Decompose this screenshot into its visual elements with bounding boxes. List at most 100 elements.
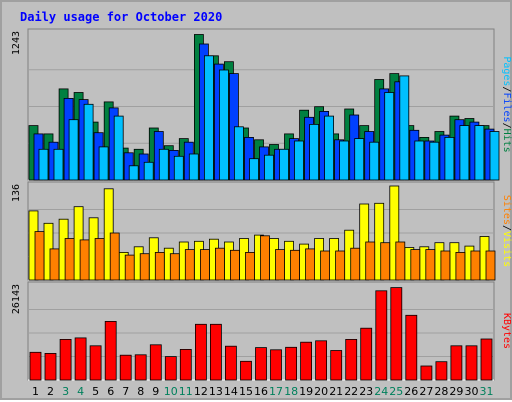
bar-pages-day-30	[474, 125, 485, 181]
legend-sites: Sites	[501, 195, 512, 225]
bar-sites-day-17	[275, 249, 285, 281]
bar-kbytes-day-20	[315, 340, 328, 381]
bar-kbytes-day-19	[300, 341, 313, 381]
bar-pages-day-11	[188, 153, 199, 181]
legend-separator: /	[501, 225, 512, 231]
bar-pages-day-14	[233, 126, 244, 181]
bar-sites-day-15	[245, 251, 255, 281]
bar-sites-day-16	[260, 235, 270, 281]
x-tick-label-day-18: 18	[284, 385, 298, 398]
bar-kbytes-day-24	[375, 290, 388, 381]
bar-kbytes-day-10	[164, 356, 177, 381]
bar-pages-day-15	[249, 158, 259, 181]
bar-sites-day-20	[320, 250, 331, 281]
x-tick-label-day-25: 25	[389, 385, 403, 398]
bar-pages-day-10	[173, 155, 184, 181]
x-tick-label-day-26: 26	[404, 385, 418, 398]
bar-sites-day-6	[109, 232, 120, 281]
bar-sites-day-2	[49, 248, 60, 281]
bar-pages-day-27	[429, 141, 440, 181]
bar-kbytes-day-23	[360, 327, 373, 381]
x-tick-label-day-28: 28	[434, 385, 448, 398]
x-tick-label-day-31: 31	[480, 385, 494, 398]
bar-kbytes-day-15	[240, 360, 252, 381]
bar-pages-day-20	[324, 115, 335, 181]
legend-pages: Pages	[501, 56, 512, 86]
bar-sites-day-18	[290, 249, 300, 281]
bar-visits-day-25	[389, 185, 400, 281]
bar-pages-day-16	[264, 154, 274, 181]
bar-kbytes-day-9	[149, 344, 162, 381]
x-tick-label-day-23: 23	[359, 385, 373, 398]
bar-pages-day-29	[459, 125, 470, 181]
x-tick-label-day-6: 6	[107, 385, 114, 398]
bar-pages-day-5	[98, 146, 109, 181]
x-tick-label-day-16: 16	[254, 385, 268, 398]
x-tick-label-day-24: 24	[374, 385, 388, 398]
bar-kbytes-day-22	[345, 338, 358, 381]
x-tick-label-day-8: 8	[137, 385, 144, 398]
bar-kbytes-day-7	[119, 354, 132, 381]
y-max-label: 1243	[11, 31, 22, 55]
bar-kbytes-day-11	[179, 348, 192, 381]
bar-sites-day-27	[425, 249, 436, 281]
x-tick-label-day-12: 12	[194, 385, 208, 398]
bar-sites-day-22	[350, 247, 361, 281]
bar-kbytes-day-17	[270, 349, 282, 381]
bar-pages-day-7	[128, 165, 139, 181]
bar-pages-day-18	[294, 140, 304, 181]
legend-files: Files	[501, 92, 512, 122]
bar-kbytes-day-16	[255, 347, 267, 381]
bar-sites-day-5	[94, 238, 105, 281]
bar-pages-day-28	[444, 136, 455, 181]
bar-pages-day-21	[339, 140, 350, 181]
bar-sites-day-19	[305, 248, 316, 281]
x-tick-label-day-17: 17	[269, 385, 283, 398]
x-tick-label-day-27: 27	[419, 385, 433, 398]
bar-pages-day-3	[68, 119, 79, 181]
bar-pages-day-2	[53, 148, 64, 181]
bar-sites-day-7	[124, 254, 135, 281]
x-tick-label-day-21: 21	[329, 385, 343, 398]
legend-separator: /	[501, 86, 512, 92]
bar-sites-day-13	[214, 247, 225, 281]
bar-kbytes-day-30	[465, 345, 478, 381]
bar-pages-day-23	[369, 141, 380, 181]
x-tick-label-day-14: 14	[224, 385, 238, 398]
bar-sites-day-23	[365, 241, 376, 281]
bar-kbytes-day-12	[194, 323, 207, 381]
bar-kbytes-day-13	[209, 323, 222, 381]
legend-hits: Hits	[501, 129, 512, 153]
legend-kbytes: KBytes	[501, 313, 512, 349]
x-tick-label-day-22: 22	[344, 385, 358, 398]
bar-sites-day-11	[184, 249, 195, 281]
bar-pages-day-8	[143, 161, 154, 181]
x-tick-label-day-11: 11	[179, 385, 193, 398]
bar-pages-day-24	[384, 92, 395, 181]
chart-title: Daily usage for October 2020	[20, 10, 222, 24]
bar-kbytes-day-5	[89, 345, 102, 381]
bar-sites-day-24	[380, 242, 391, 281]
x-tick-label-day-5: 5	[92, 385, 99, 398]
x-tick-label-day-19: 19	[299, 385, 313, 398]
bar-kbytes-day-2	[44, 352, 57, 381]
bar-kbytes-day-8	[134, 354, 147, 381]
bar-kbytes-day-31	[480, 338, 493, 381]
bar-pages-day-12	[203, 55, 214, 181]
bar-kbytes-day-18	[285, 346, 298, 381]
x-tick-label-day-20: 20	[314, 385, 328, 398]
bar-sites-day-21	[335, 250, 346, 281]
x-tick-label-day-4: 4	[77, 385, 84, 398]
bar-pages-day-25	[399, 75, 410, 181]
bar-kbytes-day-28	[435, 361, 448, 381]
bar-pages-day-19	[309, 124, 320, 181]
bar-sites-day-3	[64, 238, 75, 281]
bar-sites-day-10	[169, 253, 180, 281]
bar-kbytes-day-3	[59, 338, 72, 381]
legend-label-kbytes: KBytes	[501, 313, 512, 349]
bar-sites-day-1	[34, 231, 45, 281]
bar-pages-day-17	[279, 148, 289, 181]
bar-pages-day-4	[83, 103, 94, 181]
x-tick-label-day-13: 13	[209, 385, 223, 398]
